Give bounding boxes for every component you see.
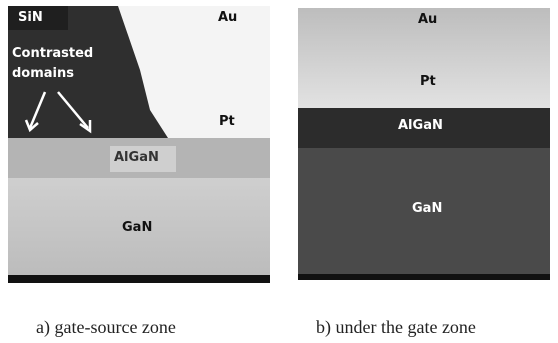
label: AlGaN [398,118,443,133]
label: Au [218,10,237,25]
label: SiN [18,10,43,25]
figure: SiN Au Contrasted domains Pt AlGaN GaN A… [0,0,558,343]
label: AlGaN [114,150,159,165]
label: Pt [420,74,436,89]
label: Contrasted domains [12,44,107,84]
caption: b) under the gate zone [316,317,476,338]
caption: a) gate-source zone [36,317,176,338]
label: Au [418,12,437,27]
label: Pt [219,114,235,129]
panel-b-image [298,8,550,280]
label: GaN [122,220,152,235]
label: GaN [412,201,442,216]
